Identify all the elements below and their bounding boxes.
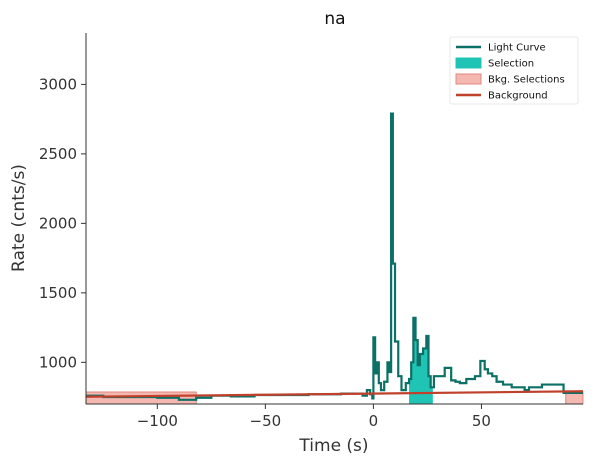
y-tick-label: 1500: [39, 284, 77, 302]
plot-area: [85, 112, 584, 405]
legend-label: Selection: [488, 59, 534, 70]
series-lines: [85, 112, 584, 401]
x-ticks: −100 −50 0 50: [137, 404, 491, 430]
legend-label: Bkg. Selections: [488, 75, 565, 86]
legend-swatch: [455, 73, 482, 85]
y-axis-label: Rate (cnts/s): [9, 164, 29, 272]
light-curve-line: [86, 112, 583, 401]
chart-title: na: [324, 9, 345, 29]
background-line: [85, 390, 584, 398]
y-tick-label: 2500: [39, 145, 77, 163]
x-tick-label: −100: [137, 412, 178, 430]
legend-label: Light Curve: [488, 43, 546, 54]
x-axis-label: Time (s): [298, 436, 368, 456]
x-tick-label: 50: [472, 412, 491, 430]
y-tick-label: 3000: [39, 75, 77, 93]
legend: Light Curve Selection Bkg. Selections Backg…: [449, 36, 579, 105]
x-tick-label: −50: [250, 412, 282, 430]
y-tick-label: 1000: [39, 353, 77, 371]
legend-frame: [449, 36, 579, 105]
legend-swatch: [455, 57, 482, 69]
axes: −100 −50 0 50 1000 1500 2000 2500 3000: [39, 33, 583, 430]
x-tick-label: 0: [369, 412, 379, 430]
legend-items: Light Curve Selection Bkg. Selections Backg…: [455, 43, 565, 102]
y-ticks: 1000 1500 2000 2500 3000: [39, 75, 86, 371]
y-tick-label: 2000: [39, 214, 77, 232]
legend-label: Background: [488, 91, 548, 102]
